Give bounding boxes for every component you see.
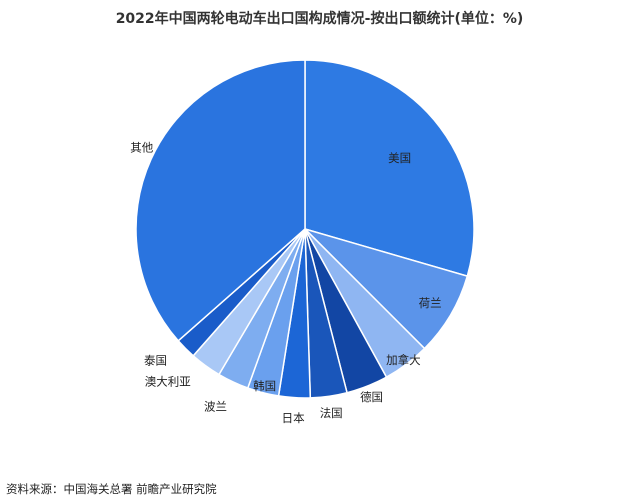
slice-label-3: 加拿大 — [386, 353, 421, 367]
pie-slice-1 — [304, 59, 475, 278]
slice-label-9: 澳大利亚 — [145, 374, 191, 388]
slice-label-6: 日本 — [282, 411, 305, 425]
source-note: 资料来源：中国海关总署 前瞻产业研究院 — [6, 482, 217, 496]
slice-label-8: 波兰 — [204, 399, 227, 413]
chart-title: 2022年中国两轮电动车出口国构成情况-按出口额统计(单位：%) — [115, 11, 524, 27]
slice-label-1: 美国 — [388, 151, 411, 165]
slice-label-4: 德国 — [360, 390, 383, 404]
slice-label-5: 法国 — [320, 406, 343, 420]
slice-label-7: 韩国 — [253, 379, 276, 393]
slice-label-2: 荷兰 — [419, 296, 442, 310]
slice-label-11: 其他 — [130, 140, 153, 154]
pie-slice-11 — [135, 59, 306, 342]
slice-label-10: 泰国 — [144, 353, 167, 367]
